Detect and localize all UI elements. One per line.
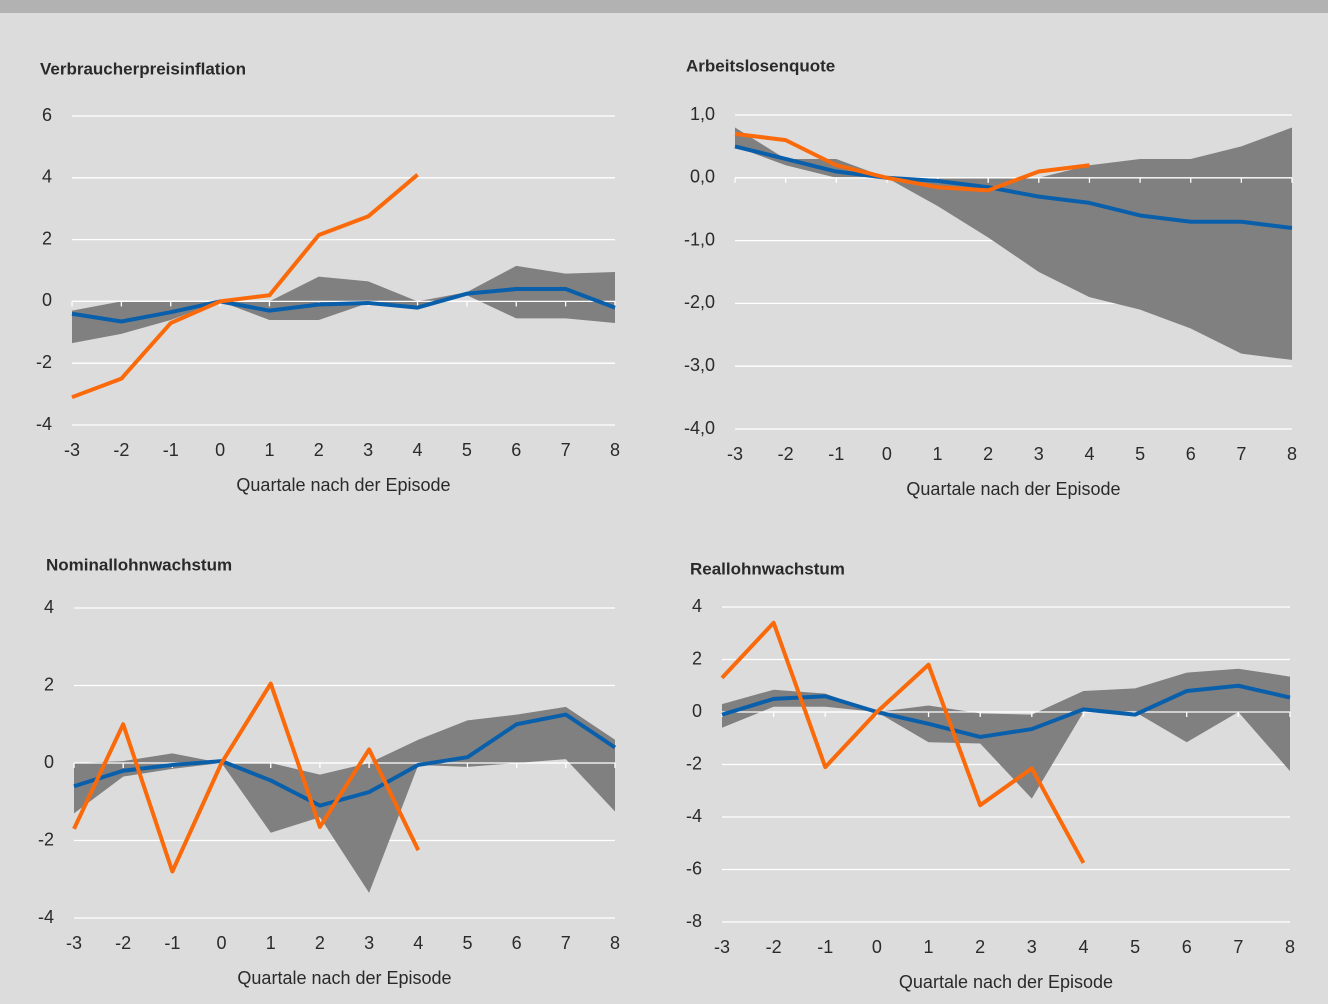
x-tick-label: 6 [1182, 937, 1192, 957]
x-axis-label: Quartale nach der Episode [899, 972, 1113, 992]
series-line [721, 683, 1291, 739]
y-tick-label: 4 [692, 596, 702, 616]
x-tick-label: 2 [975, 937, 985, 957]
y-tick-label: -4,0 [684, 418, 715, 438]
series-line [71, 173, 419, 400]
x-tick-label: 2 [983, 444, 993, 464]
x-tick-label: 3 [364, 933, 374, 953]
y-tick-label: 2 [42, 228, 52, 248]
x-tick-label: 8 [610, 440, 620, 460]
x-tick-label: -1 [828, 444, 844, 464]
x-tick-label: 5 [462, 440, 472, 460]
y-tick-label: 1,0 [690, 104, 715, 124]
series-line [73, 712, 617, 808]
y-tick-label: 0 [42, 290, 52, 310]
x-tick-label: 0 [217, 933, 227, 953]
panel-title: Nominallohnwachstum [46, 555, 232, 574]
x-tick-label: 5 [1135, 444, 1145, 464]
x-tick-label: 0 [882, 444, 892, 464]
panel-title: Reallohnwachstum [690, 559, 845, 578]
x-tick-label: 1 [933, 444, 943, 464]
x-tick-label: 6 [511, 440, 521, 460]
series-line [71, 287, 616, 324]
y-tick-label: -6 [686, 858, 702, 878]
y-tick-label: 0 [44, 752, 54, 772]
y-tick-label: -2 [686, 753, 702, 773]
y-tick-label: -2 [38, 829, 54, 849]
x-tick-label: 1 [264, 440, 274, 460]
y-tick-label: -4 [36, 414, 52, 434]
x-tick-label: 5 [1130, 937, 1140, 957]
x-tick-label: -1 [164, 933, 180, 953]
series-line [734, 131, 1090, 193]
x-tick-label: -2 [778, 444, 794, 464]
x-tick-label: -3 [714, 937, 730, 957]
y-tick-label: -1,0 [684, 229, 715, 249]
y-tick-label: -8 [686, 911, 702, 931]
x-tick-label: 7 [1236, 444, 1246, 464]
x-tick-label: 8 [1287, 444, 1297, 464]
x-tick-label: 1 [924, 937, 934, 957]
y-tick-label: -2,0 [684, 292, 715, 312]
x-tick-label: 6 [512, 933, 522, 953]
y-tick-label: 4 [42, 167, 52, 187]
y-tick-label: -2 [36, 352, 52, 372]
x-tick-label: -1 [817, 937, 833, 957]
y-tick-label: 6 [42, 105, 52, 125]
x-tick-label: 8 [1285, 937, 1295, 957]
x-tick-label: 4 [1078, 937, 1088, 957]
x-tick-label: -2 [766, 937, 782, 957]
panel-title: Arbeitslosenquote [686, 56, 835, 75]
y-tick-label: 4 [44, 597, 54, 617]
x-tick-label: -1 [163, 440, 179, 460]
x-tick-label: 2 [314, 440, 324, 460]
x-axis-label: Quartale nach der Episode [237, 968, 451, 988]
x-tick-label: 3 [1034, 444, 1044, 464]
x-tick-label: 2 [315, 933, 325, 953]
x-tick-label: 5 [462, 933, 472, 953]
series-line [72, 681, 421, 874]
panel-title: Verbraucherpreisinflation [40, 59, 246, 78]
top-bar [0, 0, 1328, 13]
x-tick-label: 3 [1027, 937, 1037, 957]
band-area [735, 127, 1292, 360]
x-tick-label: 4 [413, 933, 423, 953]
y-tick-label: -4 [686, 806, 702, 826]
series-line [720, 620, 1086, 864]
x-tick-label: 7 [1233, 937, 1243, 957]
x-tick-label: 0 [215, 440, 225, 460]
x-axis-label: Quartale nach der Episode [236, 475, 450, 495]
y-tick-label: 2 [44, 674, 54, 694]
y-tick-label: 0 [692, 701, 702, 721]
y-tick-label: -4 [38, 907, 54, 927]
x-tick-label: -3 [727, 444, 743, 464]
x-tick-label: 0 [872, 937, 882, 957]
x-tick-label: 1 [266, 933, 276, 953]
y-tick-label: 0,0 [690, 167, 715, 187]
y-tick-label: 2 [692, 648, 702, 668]
y-tick-label: -3,0 [684, 355, 715, 375]
x-tick-label: 4 [413, 440, 423, 460]
x-axis-label: Quartale nach der Episode [906, 479, 1120, 499]
x-tick-label: 7 [561, 440, 571, 460]
x-tick-label: -2 [113, 440, 129, 460]
x-tick-label: -2 [115, 933, 131, 953]
x-tick-label: 8 [610, 933, 620, 953]
x-tick-label: 6 [1186, 444, 1196, 464]
x-tick-label: -3 [66, 933, 82, 953]
x-tick-label: 3 [363, 440, 373, 460]
x-tick-label: 7 [561, 933, 571, 953]
x-tick-label: 4 [1084, 444, 1094, 464]
series-line [734, 144, 1293, 231]
x-tick-label: -3 [64, 440, 80, 460]
